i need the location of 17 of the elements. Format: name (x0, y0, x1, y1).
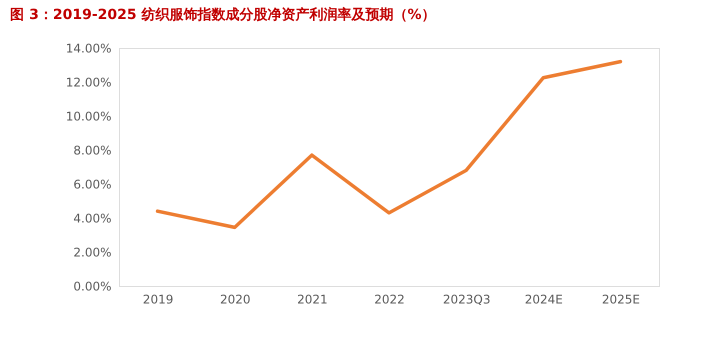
y-tick-label: 10.00% (66, 110, 112, 124)
x-tick-label: 2021 (297, 292, 328, 306)
x-tick-label: 2024E (524, 292, 563, 306)
y-tick-label: 4.00% (73, 212, 112, 226)
x-tick-label: 2022 (374, 292, 405, 306)
y-tick-label: 2.00% (73, 246, 112, 260)
x-tick-label: 2023Q3 (442, 292, 490, 306)
line-series (156, 60, 622, 230)
x-tick-label: 2020 (220, 292, 250, 306)
y-tick-label: 6.00% (73, 178, 112, 192)
y-tick-label: 0.00% (73, 280, 112, 294)
y-tick-label: 12.00% (66, 76, 112, 90)
x-tick-label: 2025E (602, 292, 640, 306)
y-tick-label: 8.00% (73, 144, 112, 158)
y-tick-label: 14.00% (66, 42, 112, 56)
chart-title: 图 3：2019-2025 纺织服饰指数成分股净资产利润率及预期（%） (10, 6, 436, 23)
x-tick-label: 2019 (142, 292, 174, 306)
